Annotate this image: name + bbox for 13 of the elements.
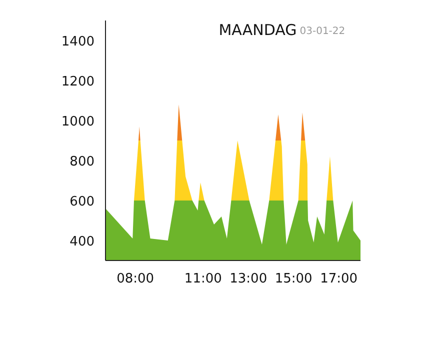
chart-title: MAANDAG bbox=[218, 21, 297, 40]
y-tick-label: 1200 bbox=[61, 74, 95, 90]
x-tick-label: 13:00 bbox=[230, 272, 268, 286]
x-tick-label: 08:00 bbox=[116, 272, 154, 286]
x-tick-label: 11:00 bbox=[184, 272, 222, 286]
y-tick-label: 1000 bbox=[61, 114, 95, 130]
y-tick-label: 400 bbox=[70, 234, 95, 250]
y-tick-label: 800 bbox=[70, 154, 95, 170]
y-tick-label: 1400 bbox=[61, 34, 95, 50]
x-tick-label: 17:00 bbox=[320, 272, 358, 286]
x-tick-label: 15:00 bbox=[274, 272, 312, 286]
y-tick-label: 600 bbox=[70, 194, 95, 210]
text: 03-01-22 bbox=[300, 26, 346, 38]
